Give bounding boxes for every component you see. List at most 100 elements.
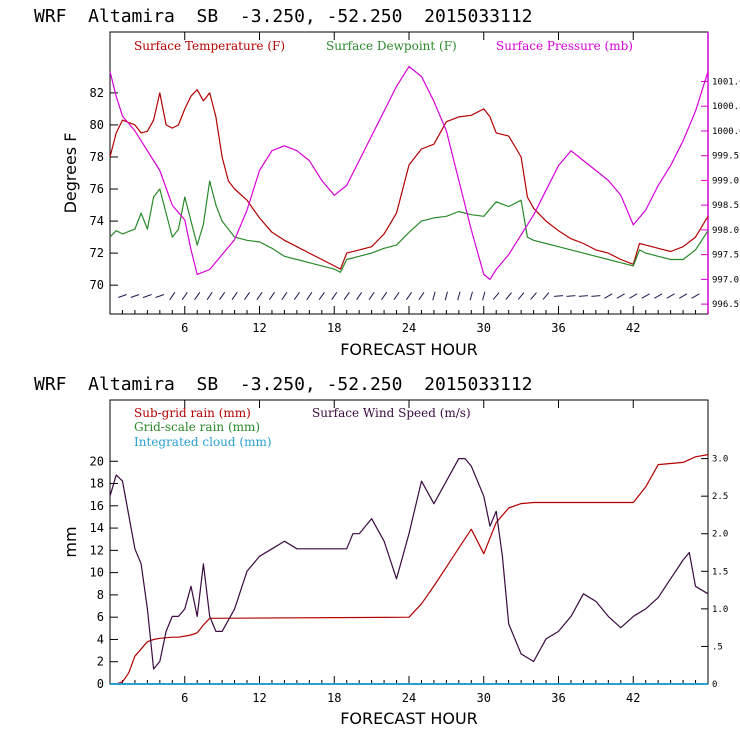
- series-line-surface-wind-speed-m-s: [109, 458, 709, 670]
- wind-barb: [130, 294, 140, 298]
- y2-tick-label: 2.0: [712, 530, 728, 540]
- top-chart-title: WRF Altamira SB -3.250, -52.250 20150331…: [34, 6, 533, 27]
- wind-barb: [356, 292, 363, 300]
- y-tick-label: 12: [90, 543, 104, 557]
- wind-barb: [629, 293, 638, 299]
- y2-tick-label: 997.5: [712, 251, 739, 261]
- wind-barb: [418, 292, 425, 300]
- wind-barb: [244, 292, 251, 300]
- wind-barb: [231, 292, 238, 300]
- wind-barb: [578, 295, 588, 297]
- y-tick-label: 70: [90, 278, 104, 292]
- y2-tick-label: 1000.5: [712, 102, 740, 112]
- top-x-axis-label: FORECAST HOUR: [340, 340, 478, 359]
- y2-tick-label: 1.0: [712, 605, 728, 615]
- x-tick-label: 12: [252, 691, 266, 705]
- series-line-surface-pressure-mb: [109, 65, 709, 280]
- y2-tick-label: 998.0: [712, 226, 739, 236]
- wind-barb: [530, 292, 537, 300]
- y-tick-label: 8: [97, 588, 104, 602]
- x-tick-label: 42: [626, 321, 640, 335]
- y-tick-label: 72: [90, 246, 104, 260]
- wind-barb: [553, 295, 564, 297]
- legend-integrated-cloud: Integrated cloud (mm): [134, 435, 272, 449]
- y-tick-label: 78: [90, 150, 104, 164]
- wind-barb: [268, 292, 275, 300]
- y-tick-label: 80: [90, 118, 104, 132]
- y-tick-label: 4: [97, 632, 104, 646]
- wind-barb: [616, 293, 625, 299]
- wind-barb: [591, 295, 601, 297]
- wind-barb: [219, 292, 226, 300]
- legend-dewpoint: Surface Dewpoint (F): [326, 39, 457, 53]
- wind-barb: [492, 292, 500, 300]
- wind-barb: [444, 291, 448, 301]
- y2-tick-label: 997.0: [712, 275, 739, 285]
- top-chart-frame: [109, 31, 709, 315]
- bottom-chart-title: WRF Altamira SB -3.250, -52.250 20150331…: [34, 374, 533, 395]
- y-tick-label: 14: [90, 521, 104, 535]
- y-tick-label: 20: [90, 454, 104, 468]
- wind-barb: [343, 292, 350, 300]
- wind-barb: [482, 291, 486, 301]
- y-tick-label: 0: [97, 677, 104, 691]
- y2-tick-label: 999.5: [712, 152, 739, 162]
- legend-temperature: Surface Temperature (F): [134, 39, 285, 53]
- wind-barb: [206, 292, 213, 300]
- wind-barbs: [118, 291, 700, 301]
- wind-barb: [368, 292, 375, 300]
- wind-barb: [142, 294, 152, 298]
- y-tick-label: 6: [97, 610, 104, 624]
- x-tick-label: 30: [477, 321, 491, 335]
- top-y-axis-label: Degrees F: [61, 133, 80, 214]
- wind-barb: [393, 292, 400, 300]
- wind-barb: [194, 292, 201, 300]
- wind-barb: [654, 293, 663, 299]
- wind-barb: [566, 295, 576, 297]
- legend-gridscale-rain: Grid-scale rain (mm): [134, 420, 260, 434]
- series-line-surface-temperature-f: [109, 89, 709, 270]
- y-tick-label: 18: [90, 477, 104, 491]
- wind-barb: [306, 292, 313, 300]
- x-tick-label: 24: [402, 321, 416, 335]
- wind-barb: [505, 292, 512, 300]
- wind-barb: [169, 292, 176, 300]
- x-tick-label: 24: [402, 691, 416, 705]
- wind-barb: [381, 292, 388, 300]
- wind-barb: [604, 293, 613, 299]
- wind-barb: [405, 292, 413, 300]
- series-line-sub-grid-rain-mm: [110, 454, 709, 685]
- legend-wind-speed: Surface Wind Speed (m/s): [312, 406, 471, 420]
- wind-barb: [666, 293, 675, 299]
- x-tick-label: 30: [477, 691, 491, 705]
- y2-tick-label: 1.5: [712, 567, 728, 577]
- wind-barb: [457, 291, 461, 301]
- y2-tick-label: 996.5: [712, 300, 739, 310]
- bottom-y-axis-label: mm: [61, 526, 80, 557]
- wind-barb: [469, 291, 473, 301]
- x-tick-label: 36: [551, 691, 565, 705]
- wind-barb: [318, 292, 325, 300]
- y2-tick-label: 2.5: [712, 492, 728, 502]
- wind-barb: [293, 292, 300, 300]
- x-tick-label: 6: [181, 321, 188, 335]
- x-tick-label: 18: [327, 691, 341, 705]
- y2-tick-label: 999.0: [712, 176, 739, 186]
- y-tick-label: 2: [97, 655, 104, 669]
- bottom-x-axis-label: FORECAST HOUR: [340, 709, 478, 728]
- x-tick-label: 6: [181, 691, 188, 705]
- wind-barb: [641, 293, 650, 299]
- wind-barb: [678, 293, 688, 299]
- y-tick-label: 82: [90, 86, 104, 100]
- wind-barb: [691, 293, 700, 299]
- x-tick-label: 18: [327, 321, 341, 335]
- wind-barb: [181, 292, 188, 300]
- wind-barb: [155, 294, 165, 298]
- wind-barb: [256, 292, 263, 300]
- y-tick-label: 10: [90, 566, 104, 580]
- y2-tick-label: 1000.0: [712, 127, 740, 137]
- y-tick-label: 74: [90, 214, 104, 228]
- legend-subgrid-rain: Sub-grid rain (mm): [134, 406, 251, 420]
- y2-tick-label: 1001.0: [712, 77, 740, 87]
